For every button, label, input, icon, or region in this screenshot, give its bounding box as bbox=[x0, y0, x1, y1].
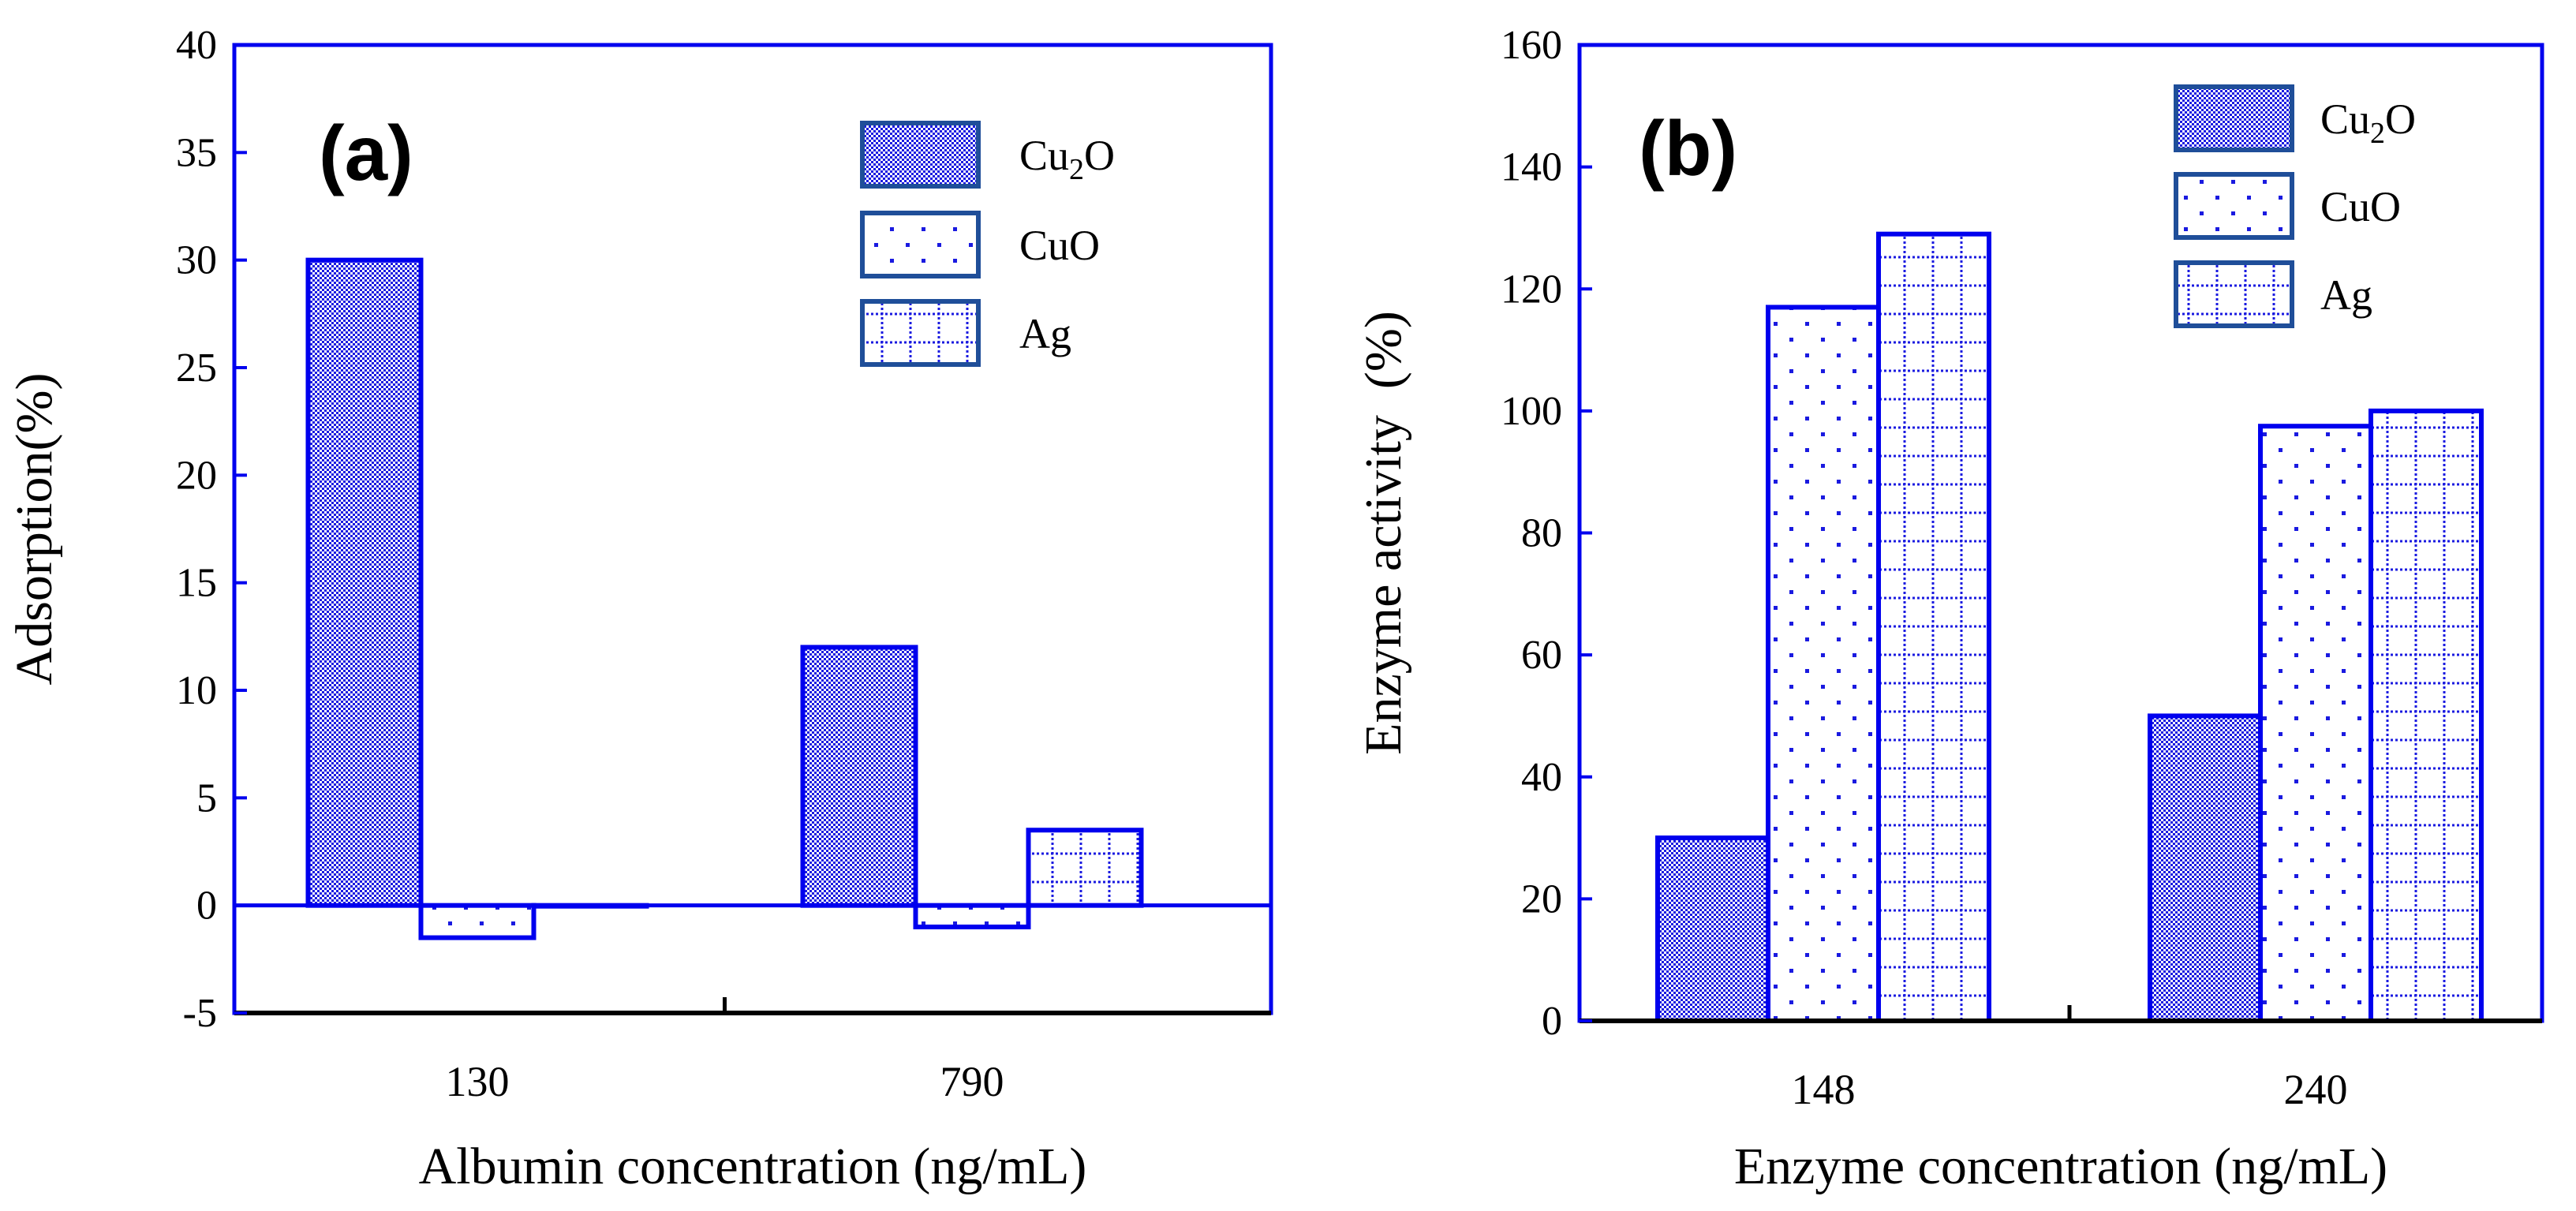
legend-swatch-cuo bbox=[2174, 172, 2294, 240]
y-tick-label: 20 bbox=[176, 453, 217, 498]
x-tick-label: 240 bbox=[2284, 1066, 2348, 1113]
chart-panel-b: 0 20 40 60 80 100 120 140 160 148 240 Enzyme concen… bbox=[1355, 23, 2544, 1195]
legend-label-ag: Ag bbox=[2320, 271, 2372, 319]
bar-cu2o-790 bbox=[800, 645, 918, 908]
legend-label-base: Cu bbox=[2320, 95, 2370, 143]
legend-label-tail: O bbox=[1084, 132, 1115, 179]
legend-label-cu2o: Cu2O bbox=[1019, 132, 1115, 186]
y-tick-label: 10 bbox=[176, 668, 217, 713]
legend-label-base: CuO bbox=[2320, 183, 2401, 230]
y-tick-label: 0 bbox=[196, 884, 217, 929]
legend-swatch-cuo bbox=[860, 211, 981, 278]
y-tick-label: 30 bbox=[176, 238, 217, 283]
legend-label-base: Ag bbox=[1019, 310, 1071, 357]
bar-cuo-790 bbox=[913, 903, 1031, 929]
bar-ag-790 bbox=[1026, 828, 1144, 908]
legend-swatch-cu2o bbox=[2174, 84, 2294, 152]
bar-cuo-148 bbox=[1766, 305, 1881, 1024]
legend-label-cuo: CuO bbox=[2320, 183, 2401, 230]
y-axis-label: Enzyme activity (%) bbox=[1355, 311, 1412, 755]
panel-label: (a) bbox=[319, 110, 413, 196]
y-axis-label: Adsorption(%) bbox=[6, 373, 63, 686]
legend-swatch-cu2o bbox=[860, 121, 981, 189]
y-tick-label: 25 bbox=[176, 346, 217, 391]
legend-label-base: Cu bbox=[1019, 132, 1069, 179]
legend-label-subscript: 2 bbox=[1069, 153, 1084, 186]
legend-swatch-ag bbox=[860, 299, 981, 367]
y-tick-label: 5 bbox=[196, 776, 217, 820]
y-tick-label: 40 bbox=[1521, 755, 1562, 800]
y-tick-label: 20 bbox=[1521, 876, 1562, 921]
y-tick-label: 120 bbox=[1501, 267, 1562, 312]
y-tick-label: 160 bbox=[1501, 23, 1562, 68]
legend-label-cu2o: Cu2O bbox=[2320, 95, 2416, 150]
bar-ag-240 bbox=[2368, 408, 2484, 1023]
y-tick-label: -5 bbox=[183, 991, 217, 1036]
legend-label-base: Ag bbox=[2320, 271, 2372, 319]
y-tick-label: 60 bbox=[1521, 633, 1562, 678]
legend-label-ag: Ag bbox=[1019, 310, 1071, 357]
y-tick-label: 35 bbox=[176, 130, 217, 175]
x-tick-label: 790 bbox=[940, 1058, 1004, 1105]
legend-swatch-ag bbox=[2174, 260, 2294, 328]
bar-cuo-130 bbox=[418, 903, 537, 940]
bar-ag-148 bbox=[1876, 231, 1991, 1023]
legend-label-cuo: CuO bbox=[1019, 222, 1100, 269]
y-tick-label: 140 bbox=[1501, 145, 1562, 190]
y-tick-label: 15 bbox=[176, 561, 217, 606]
x-tick-label: 130 bbox=[446, 1058, 510, 1105]
bar-cu2o-148 bbox=[1655, 835, 1770, 1023]
x-axis-label: Albumin concentration (ng/mL) bbox=[419, 1138, 1087, 1195]
y-tick-label: 40 bbox=[176, 23, 217, 68]
x-axis-label: Enzyme concentration (ng/mL) bbox=[1734, 1138, 2387, 1195]
legend-label-base: CuO bbox=[1019, 222, 1100, 269]
bar-cuo-240 bbox=[2258, 424, 2373, 1023]
bar-cu2o-240 bbox=[2148, 713, 2263, 1023]
panel-label: (b) bbox=[1639, 105, 1737, 192]
x-tick-label: 148 bbox=[1792, 1066, 1856, 1113]
bar-cu2o-130 bbox=[305, 257, 424, 908]
chart-panel-a: -5 0 5 10 15 20 25 30 35 40 130 790 Albumin concentr… bbox=[6, 23, 1273, 1195]
y-tick-label: 100 bbox=[1501, 389, 1562, 434]
y-tick-label: 0 bbox=[1542, 999, 1562, 1044]
legend-label-subscript: 2 bbox=[2370, 117, 2385, 150]
legend-label-tail: O bbox=[2385, 95, 2416, 143]
y-tick-label: 80 bbox=[1521, 511, 1562, 556]
